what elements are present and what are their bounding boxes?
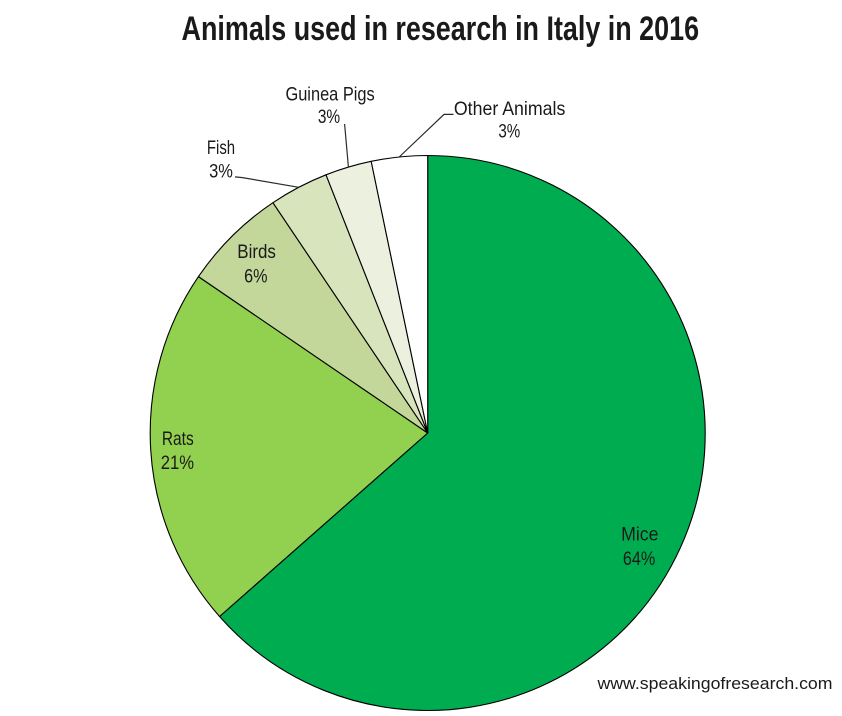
- svg-text:3%: 3%: [318, 106, 340, 128]
- svg-text:6%: 6%: [244, 265, 267, 287]
- svg-text:Guinea Pigs: Guinea Pigs: [285, 84, 375, 106]
- svg-text:3%: 3%: [498, 121, 520, 143]
- svg-text:64%: 64%: [623, 548, 655, 570]
- svg-text:Birds: Birds: [237, 241, 276, 263]
- svg-text:3%: 3%: [209, 161, 233, 183]
- svg-text:Fish: Fish: [207, 137, 235, 159]
- svg-text:Rats: Rats: [162, 428, 194, 450]
- svg-text:Animals used in research in It: Animals used in research in Italy in 201…: [182, 10, 700, 48]
- svg-text:21%: 21%: [161, 452, 194, 474]
- svg-text:Other Animals: Other Animals: [454, 98, 566, 120]
- svg-text:Mice: Mice: [621, 524, 658, 546]
- svg-text:www.speakingofresearch.com: www.speakingofresearch.com: [596, 674, 832, 693]
